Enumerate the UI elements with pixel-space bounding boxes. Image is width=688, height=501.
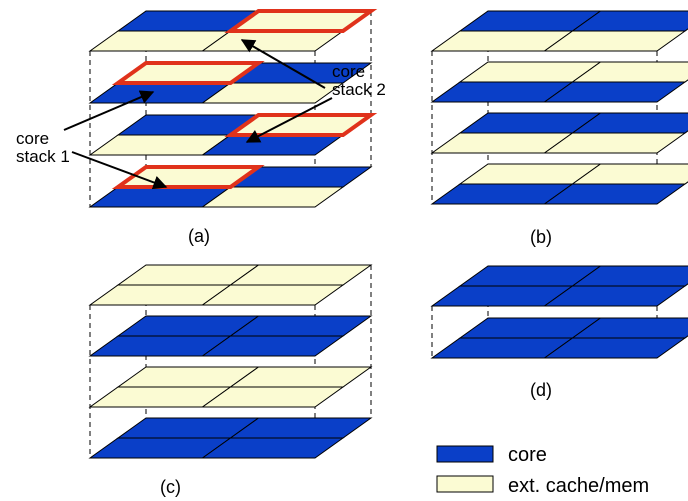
arrow-stack2-upper	[240, 39, 326, 89]
core-stack-highlight	[224, 113, 378, 137]
diagram-a	[88, 9, 378, 208]
core-stack1-label-line2: stack 1	[16, 147, 70, 166]
core-tile	[200, 437, 345, 459]
diagram-c	[88, 264, 373, 459]
annotation-arrows	[63, 39, 333, 190]
legend-cache-swatch	[436, 475, 494, 493]
cache-tile	[200, 284, 345, 306]
legend-core-label: core	[508, 444, 547, 466]
core-tile	[542, 81, 687, 103]
caption-d: (d)	[530, 380, 552, 400]
cache-tile	[542, 132, 687, 154]
caption-b: (b)	[530, 227, 552, 247]
caption-c: (c)	[160, 477, 181, 497]
diagram-b	[430, 10, 688, 205]
caption-a: (a)	[188, 226, 210, 246]
cache-tile	[200, 186, 345, 208]
core-tile	[542, 285, 687, 307]
cache-tile	[200, 82, 345, 104]
core-tile	[542, 183, 687, 205]
core-stack1-label-line1: core	[16, 129, 49, 148]
core-stack2-label-line1: core	[332, 62, 365, 81]
diagram-d	[430, 265, 688, 359]
cache-tile	[542, 30, 687, 52]
core-stack-highlight	[224, 9, 378, 33]
core-tile	[542, 337, 687, 359]
core-stack-highlight	[111, 165, 265, 189]
cache-tile	[200, 386, 345, 408]
core-stack2-label-line2: stack 2	[332, 80, 386, 99]
legend-cache-label: ext. cache/mem	[508, 475, 649, 497]
arrow-stack2-lower	[245, 97, 333, 143]
legend: core ext. cache/mem	[436, 444, 649, 497]
legend-core-swatch	[436, 445, 494, 463]
arrow-stack1-upper	[63, 90, 155, 131]
core-tile	[200, 335, 345, 357]
arrow-stack1-lower	[71, 151, 168, 190]
core-stack-highlight	[111, 61, 265, 85]
